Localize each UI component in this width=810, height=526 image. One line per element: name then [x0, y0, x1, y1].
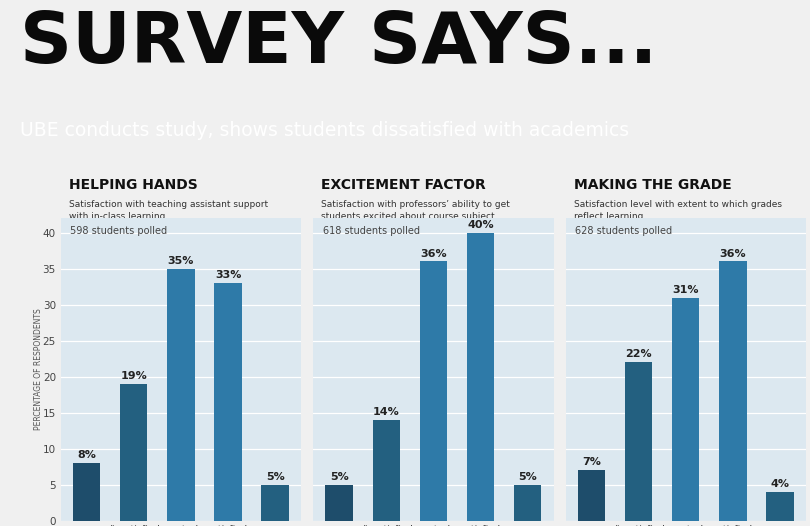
Text: 36%: 36%	[420, 249, 446, 259]
Bar	[672, 298, 700, 521]
Text: SURVEY SAYS...: SURVEY SAYS...	[20, 9, 658, 78]
Bar	[578, 470, 605, 521]
Bar	[326, 485, 353, 521]
Text: 618 students polled: 618 students polled	[323, 226, 420, 236]
Bar	[262, 485, 289, 521]
Bar	[625, 362, 652, 521]
Text: 5%: 5%	[518, 472, 537, 482]
Text: 628 students polled: 628 students polled	[575, 226, 672, 236]
Text: 598 students polled: 598 students polled	[70, 226, 168, 236]
Text: Satisfaction level with extent to which grades
reflect learning: Satisfaction level with extent to which …	[573, 200, 782, 220]
Text: UBE conducts study, shows students dissatisfied with academics: UBE conducts study, shows students dissa…	[20, 121, 629, 140]
Text: 7%: 7%	[582, 458, 601, 468]
Y-axis label: PERCENTAGE OF RESPONDENTS: PERCENTAGE OF RESPONDENTS	[34, 309, 43, 430]
Text: 4%: 4%	[770, 479, 790, 489]
Text: Satisfaction with professors’ ability to get
students excited about course subje: Satisfaction with professors’ ability to…	[322, 200, 510, 220]
Bar	[167, 269, 194, 521]
Text: 8%: 8%	[77, 450, 96, 460]
Text: 5%: 5%	[266, 472, 284, 482]
Text: 31%: 31%	[672, 285, 699, 295]
Text: 35%: 35%	[168, 256, 194, 266]
Text: EXCITEMENT FACTOR: EXCITEMENT FACTOR	[322, 178, 486, 192]
Text: 33%: 33%	[215, 270, 241, 280]
Bar	[766, 492, 794, 521]
Text: HELPING HANDS: HELPING HANDS	[69, 178, 198, 192]
Text: 36%: 36%	[719, 249, 746, 259]
Bar	[215, 283, 241, 521]
Text: 14%: 14%	[373, 407, 399, 417]
Text: 19%: 19%	[121, 371, 147, 381]
Bar	[467, 232, 494, 521]
Bar	[719, 261, 747, 521]
Text: MAKING THE GRADE: MAKING THE GRADE	[573, 178, 731, 192]
Text: 22%: 22%	[625, 349, 652, 359]
Bar	[120, 384, 147, 521]
Bar	[514, 485, 541, 521]
Text: Satisfaction with teaching assistant support
with in-class learning: Satisfaction with teaching assistant sup…	[69, 200, 268, 220]
Bar	[73, 463, 100, 521]
Text: 40%: 40%	[467, 220, 494, 230]
Bar	[373, 420, 400, 521]
Text: 5%: 5%	[330, 472, 348, 482]
Bar	[420, 261, 447, 521]
